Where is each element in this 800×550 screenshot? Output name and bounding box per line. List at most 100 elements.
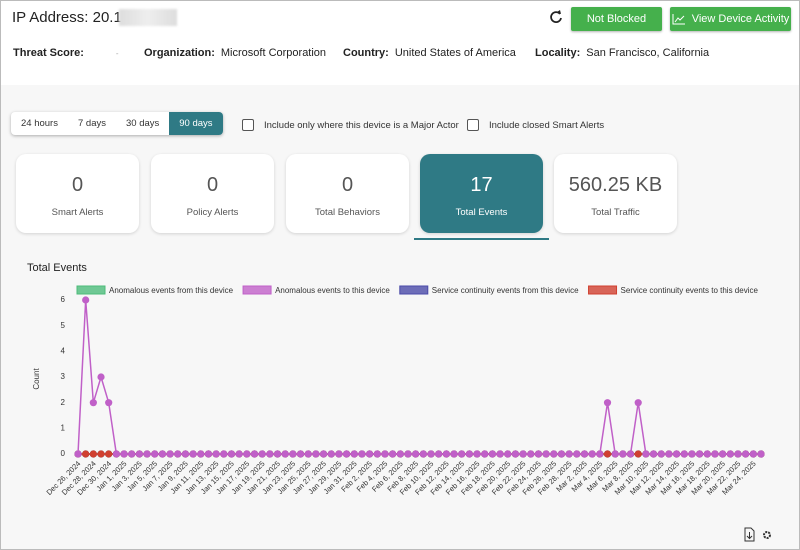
time-range[interactable]: 24 hours: [11, 112, 68, 135]
data-point: [320, 450, 327, 457]
data-point: [251, 450, 258, 457]
time-range[interactable]: 30 days: [116, 112, 169, 135]
settings-icon[interactable]: [764, 532, 770, 538]
time-range[interactable]: 90 days: [169, 112, 222, 135]
data-point: [105, 399, 112, 406]
checkbox[interactable]: [242, 119, 254, 131]
data-point: [82, 296, 89, 303]
data-point: [742, 450, 749, 457]
data-point: [635, 399, 642, 406]
stat-card[interactable]: 17 Total Events: [420, 154, 543, 233]
refresh-icon[interactable]: [549, 10, 563, 24]
detail: Locality:San Francisco, California: [535, 47, 709, 59]
stat-label: Total Events: [420, 207, 543, 218]
data-point: [681, 450, 688, 457]
data-point: [312, 450, 319, 457]
data-point: [151, 450, 158, 457]
legend-swatch: [77, 286, 105, 294]
data-point: [412, 450, 419, 457]
data-point: [704, 450, 711, 457]
data-point: [504, 450, 511, 457]
data-point: [213, 450, 220, 457]
time-range[interactable]: 7 days: [68, 112, 116, 135]
stat-card[interactable]: 0Smart Alerts: [16, 154, 139, 233]
data-point: [220, 450, 227, 457]
filter-label: Include only where this device is a Majo…: [264, 120, 459, 131]
detail-value: Microsoft Corporation: [221, 47, 326, 59]
data-point: [182, 450, 189, 457]
data-point: [696, 450, 703, 457]
stat-label: Smart Alerts: [16, 207, 139, 218]
data-point: [443, 450, 450, 457]
data-point: [750, 450, 757, 457]
data-point: [496, 450, 503, 457]
data-point: [489, 450, 496, 457]
detail-value: United States of America: [395, 47, 516, 59]
data-point: [328, 450, 335, 457]
data-point: [105, 450, 112, 457]
data-point: [558, 450, 565, 457]
detail-value: -: [116, 49, 119, 58]
data-point: [404, 450, 411, 457]
data-point: [366, 450, 373, 457]
stat-card[interactable]: 560.25 KBTotal Traffic: [554, 154, 677, 233]
checkbox[interactable]: [467, 119, 479, 131]
data-point: [711, 450, 718, 457]
data-point: [589, 450, 596, 457]
data-point: [397, 450, 404, 457]
stat-value: 560.25 KB: [554, 174, 677, 197]
filter[interactable]: Include closed Smart Alerts: [467, 119, 604, 131]
filter[interactable]: Include only where this device is a Majo…: [242, 119, 459, 131]
data-point: [535, 450, 542, 457]
stat-value: 17: [420, 174, 543, 197]
data-point: [466, 450, 473, 457]
data-point: [374, 450, 381, 457]
stat-card[interactable]: 0Total Behaviors: [286, 154, 409, 233]
legend-swatch: [589, 286, 617, 294]
detail-label: Locality:: [535, 47, 580, 59]
data-point: [97, 373, 104, 380]
data-point: [259, 450, 266, 457]
selected-underline: [414, 238, 549, 240]
detail: Threat Score: -: [13, 47, 119, 59]
data-point: [642, 450, 649, 457]
detail-label: Threat Score:: [13, 47, 84, 59]
data-point: [236, 450, 243, 457]
data-point: [282, 450, 289, 457]
legend-label: Service continuity events from this devi…: [432, 286, 579, 295]
data-point: [420, 450, 427, 457]
detail: Country:United States of America: [343, 47, 516, 59]
data-point: [297, 450, 304, 457]
data-point: [458, 450, 465, 457]
data-point: [274, 450, 281, 457]
data-point: [757, 450, 764, 457]
data-point: [734, 450, 741, 457]
legend-label: Service continuity events to this device: [621, 286, 759, 295]
y-tick-label: 5: [61, 321, 66, 330]
view-activity-button[interactable]: View Device Activity: [670, 7, 791, 31]
y-tick-label: 3: [61, 372, 66, 381]
data-point: [512, 450, 519, 457]
data-point: [166, 450, 173, 457]
data-point: [673, 450, 680, 457]
chart-tools: [743, 527, 777, 543]
events-chart: Total Events Count 0123456Dec 26, 2024De…: [1, 251, 799, 526]
data-point: [159, 450, 166, 457]
redacted: [119, 9, 177, 26]
data-point: [688, 450, 695, 457]
data-point: [450, 450, 457, 457]
data-point: [635, 450, 642, 457]
stat-label: Policy Alerts: [151, 207, 274, 218]
block-status-button[interactable]: Not Blocked: [571, 7, 662, 31]
data-point: [190, 450, 197, 457]
data-point: [358, 450, 365, 457]
stat-card[interactable]: 0 Policy Alerts: [151, 154, 274, 233]
data-point: [389, 450, 396, 457]
y-tick-label: 1: [61, 423, 66, 432]
data-point: [90, 399, 97, 406]
download-icon[interactable]: [745, 528, 754, 541]
data-point: [543, 450, 550, 457]
time-range-selector: 24 hours 7 days 30 days 90 days: [11, 112, 223, 135]
stat-value: 0: [151, 174, 274, 197]
